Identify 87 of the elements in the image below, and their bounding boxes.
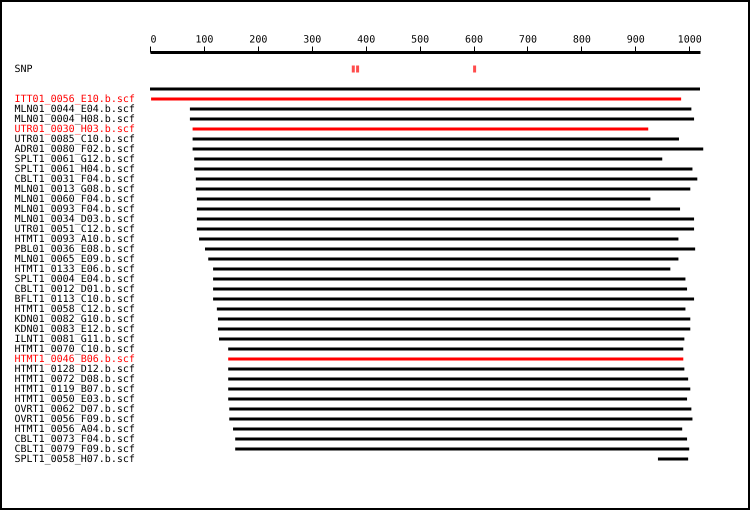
bar (205, 248, 696, 250)
y-tick-label: MLN01_0034_D03.b.scf (14, 214, 135, 225)
bar (192, 148, 704, 150)
bar (151, 98, 682, 100)
x-tick-label: 900 (626, 34, 645, 46)
bar (192, 138, 679, 140)
y-tick-label: SNP (14, 64, 33, 75)
bar (208, 258, 678, 260)
x-tick-label: 0 (150, 34, 157, 46)
y-tick-label: SPLT1_0004_E04.b.scf (14, 274, 135, 285)
bar (196, 208, 680, 210)
bar (213, 278, 686, 280)
x-tick-label: 400 (357, 34, 376, 46)
y-tick-label: MLN01_0013_G08.b.scf (14, 184, 135, 195)
y-tick-label: PBL01_0036_E08.b.scf (14, 244, 135, 255)
x-tick-label: 200 (249, 34, 268, 46)
y-tick-label: ITT01_0056_E10.b.scf (14, 94, 135, 105)
bar (228, 388, 690, 390)
bar (213, 288, 688, 290)
y-tick-label: BFLT1_0113_C10.b.scf (14, 294, 135, 305)
bar (196, 198, 650, 200)
bar (192, 128, 648, 130)
bar (218, 328, 690, 330)
y-tick-label: MLN01_0044_E04.b.scf (14, 104, 135, 115)
y-tick-label: CBLT1_0012_D01.b.scf (14, 284, 135, 295)
y-tick-label: CBLT1_0031_F04.b.scf (14, 174, 135, 185)
y-tick-label: SPLT1_0061_H04.b.scf (14, 164, 135, 175)
bar (216, 308, 686, 310)
x-tick-label: 600 (465, 34, 484, 46)
y-tick-label: HTMT1_0056_A04.b.scf (14, 424, 135, 435)
x-tick-label: 800 (572, 34, 591, 46)
y-tick-label: KDN01_0082_G10.b.scf (14, 314, 135, 325)
y-tick-label: MLN01_0093_F04.b.scf (14, 204, 135, 215)
y-tick-label: HTMT1_0058_C12.b.scf (14, 304, 135, 315)
bar (228, 378, 688, 380)
bar (150, 88, 700, 90)
bar (235, 438, 688, 440)
y-tick-label: HTMT1_0072_D08.b.scf (14, 374, 135, 385)
y-tick-label: ILNT1_0081_G11.b.scf (14, 334, 135, 345)
bar (199, 238, 678, 240)
x-tick-label: 300 (303, 34, 322, 46)
bar (194, 158, 662, 160)
bar (228, 398, 688, 400)
bar (190, 108, 692, 110)
bar (658, 458, 688, 460)
y-tick-label: HTMT1_0070_C10.b.scf (14, 344, 135, 355)
y-tick-label: UTR01_0030_H03.b.scf (14, 124, 135, 135)
bar (213, 298, 694, 300)
bar (228, 368, 684, 370)
bar (218, 318, 690, 320)
y-tick-label: UTR01_0085_C10.b.scf (14, 134, 135, 145)
bar (229, 408, 692, 410)
bar (219, 338, 684, 340)
y-tick-label: SPLT1_0058_H07.b.scf (14, 454, 135, 465)
y-tick-label: HTMT1_0133_E06.b.scf (14, 264, 135, 275)
y-tick-label: ADR01_0080_F02.b.scf (14, 144, 135, 155)
bar (196, 228, 694, 230)
bar (196, 218, 694, 220)
y-tick-label: MLN01_0004_H08.b.scf (14, 114, 135, 125)
bar (235, 448, 690, 450)
x-tick-label: 100 (195, 34, 214, 46)
y-tick-label: SPLT1_0061_G12.b.scf (14, 154, 135, 165)
bar (196, 178, 698, 180)
bar (228, 358, 684, 360)
x-tick-label: 500 (411, 34, 430, 46)
bar (228, 348, 684, 350)
y-tick-label: MLN01_0065_E09.b.scf (14, 254, 135, 265)
y-tick-label: CBLT1_0079_F09.b.scf (14, 444, 135, 455)
bar (196, 188, 690, 190)
y-tick-label: HTMT1_0046_B06.b.scf (14, 354, 135, 365)
y-tick-label: HTMT1_0093_A10.b.scf (14, 234, 135, 245)
y-tick-label: UTR01_0051_C12.b.scf (14, 224, 135, 235)
y-tick-label: OVRT1_0062_D07.b.scf (14, 404, 135, 415)
y-tick-label: HTMT1_0050_E03.b.scf (14, 394, 135, 405)
bar (229, 418, 692, 420)
bar (233, 428, 682, 430)
bar (213, 268, 670, 270)
bar (194, 168, 692, 170)
y-tick-label: CBLT1_0073_F04.b.scf (14, 434, 135, 445)
bar (190, 118, 694, 120)
y-tick-label: MLN01_0060_F04.b.scf (14, 194, 135, 205)
x-tick-label: 1000 (678, 34, 702, 46)
y-tick-label: HTMT1_0128_D12.b.scf (14, 364, 135, 375)
y-tick-label: OVRT1_0056_F09.b.scf (14, 414, 135, 425)
x-tick-label: 700 (518, 34, 537, 46)
y-tick-label: HTMT1_0119_B07.b.scf (14, 384, 135, 395)
y-tick-label: KDN01_0083_E12.b.scf (14, 324, 135, 335)
